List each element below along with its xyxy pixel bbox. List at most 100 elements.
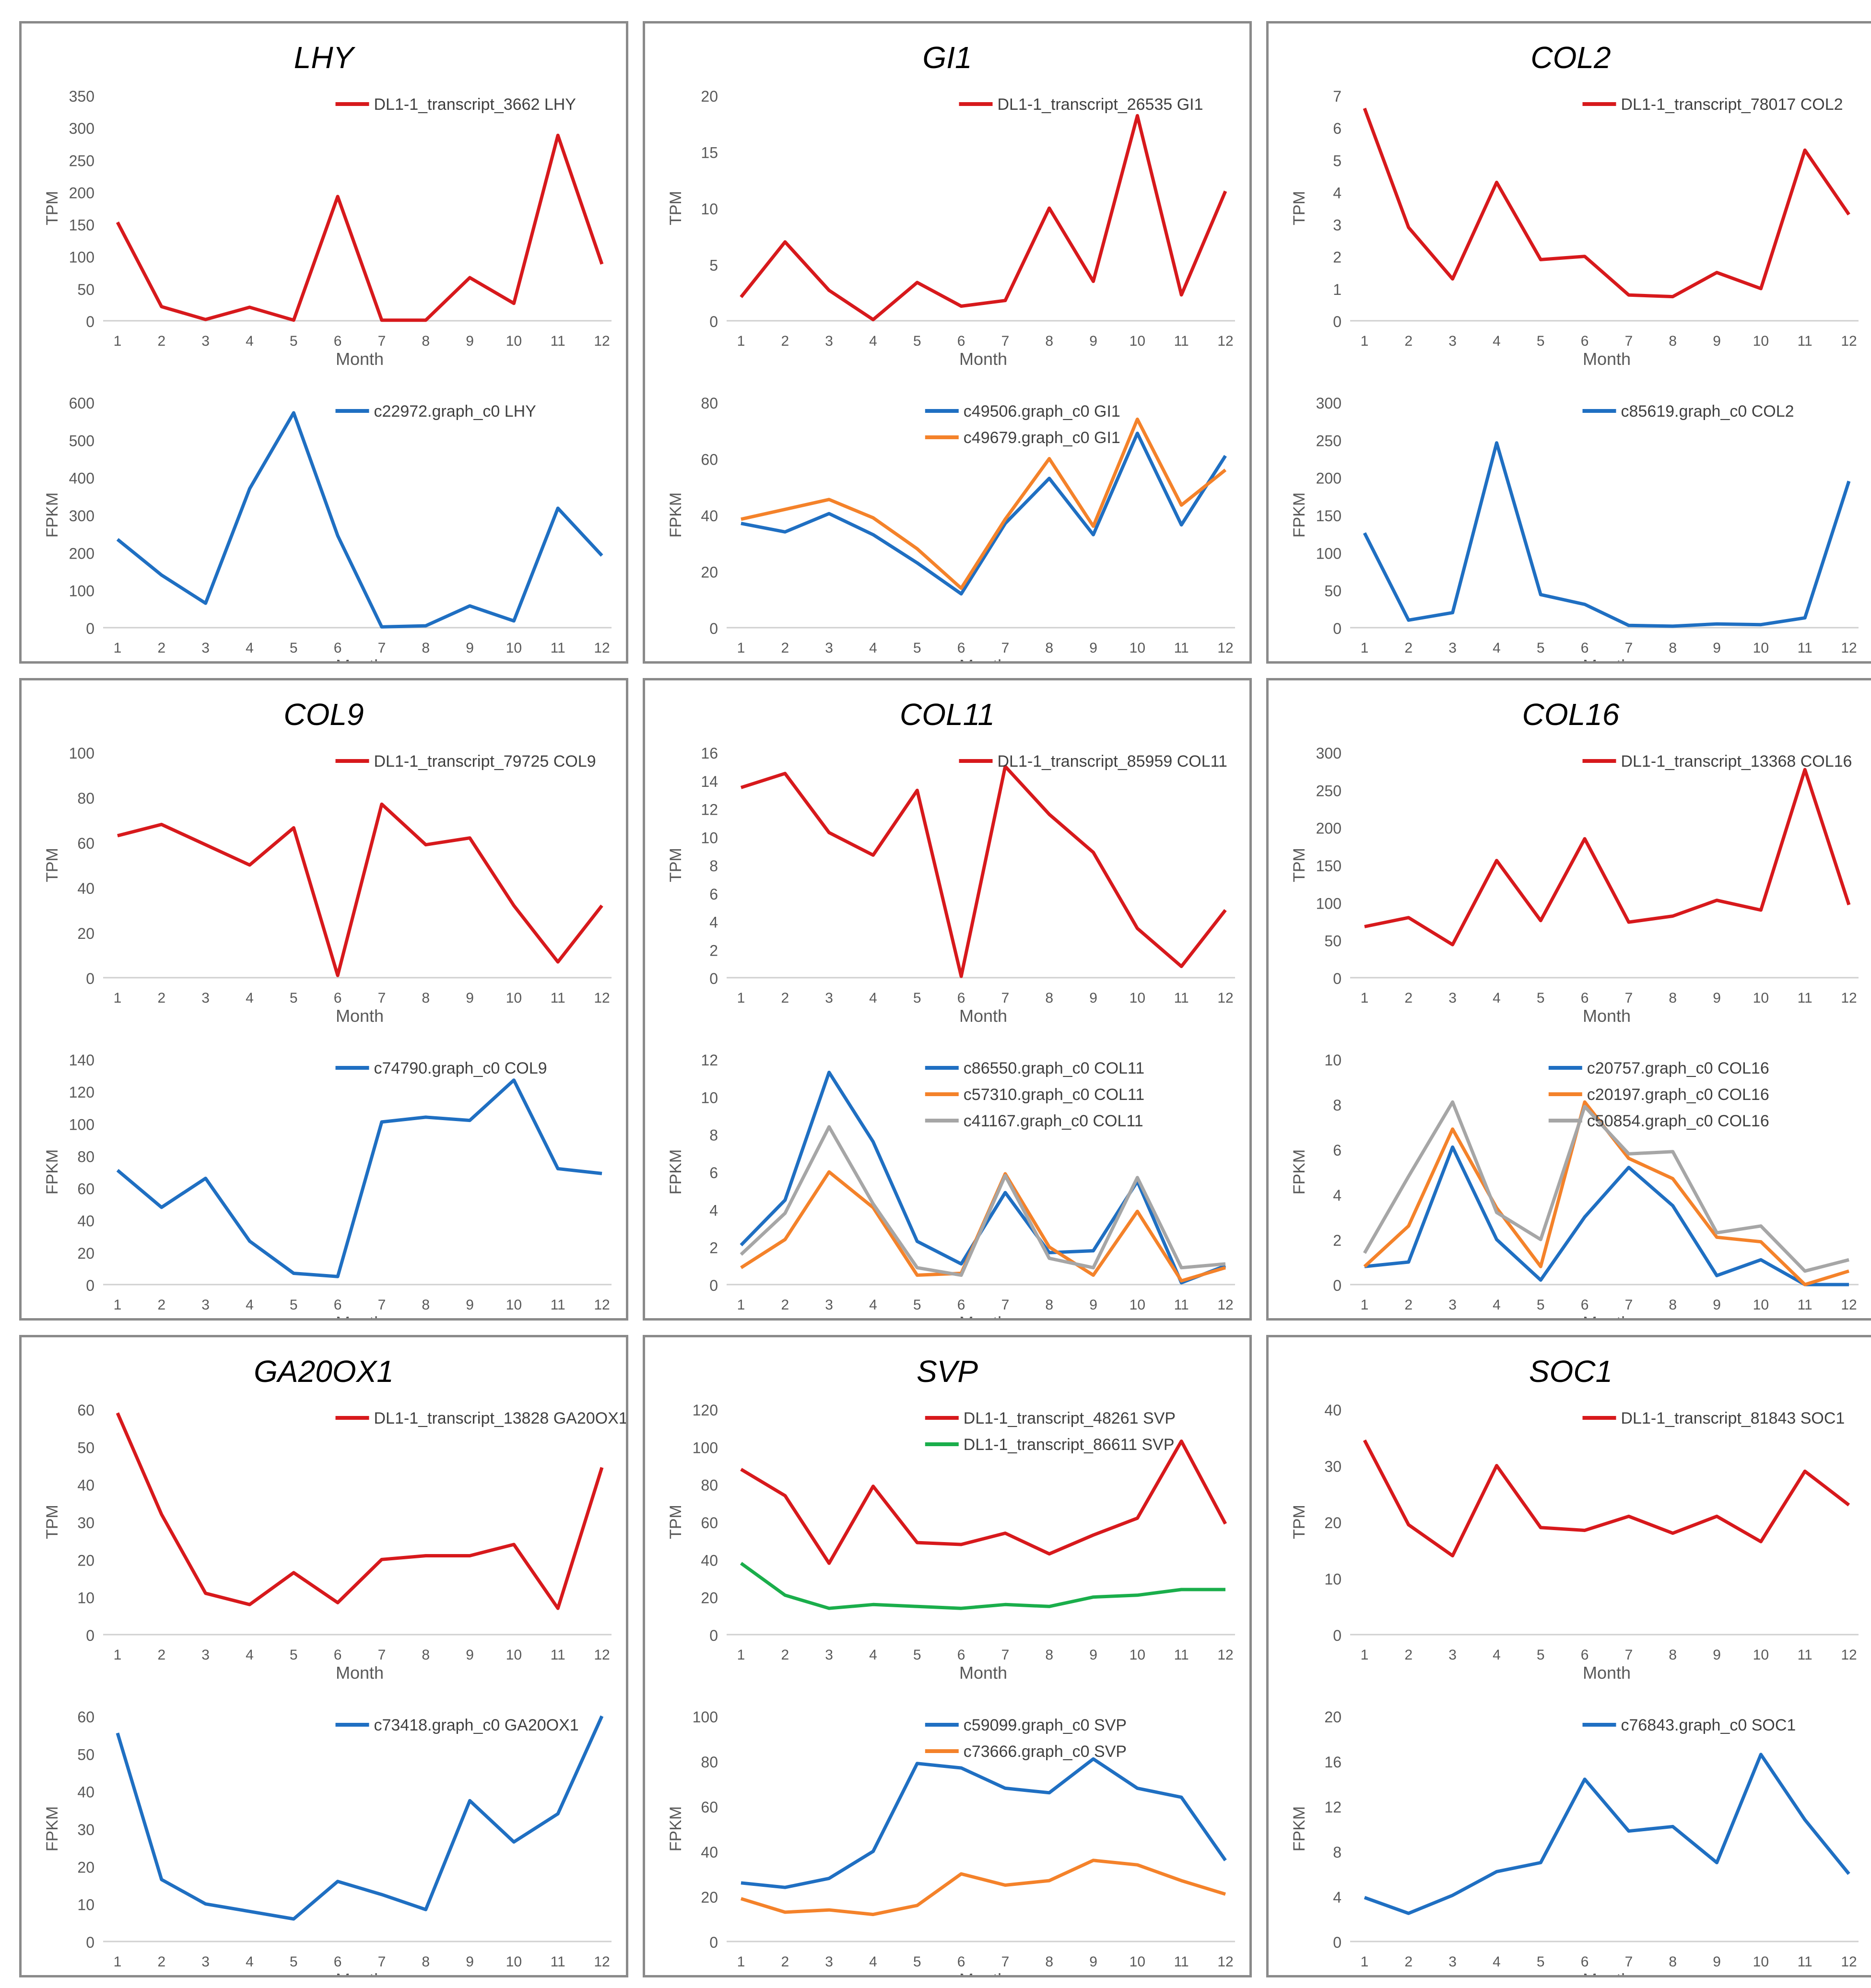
y-tick-label: 300 <box>1316 745 1341 762</box>
y-tick-label: 0 <box>1333 1627 1341 1644</box>
y-tick-label: 2 <box>1333 1232 1341 1249</box>
y-tick-label: 10 <box>701 829 718 846</box>
series-line-red <box>116 1412 604 1610</box>
x-tick-label: 3 <box>1448 1954 1457 1970</box>
series-line-red <box>740 764 1227 978</box>
y-tick-label: 40 <box>77 1213 94 1230</box>
x-tick-label: 10 <box>506 640 522 656</box>
x-tick-label: 8 <box>422 990 430 1006</box>
y-tick-label: 40 <box>77 1784 94 1801</box>
x-tick-label: 8 <box>1045 990 1053 1006</box>
x-tick-label: 4 <box>1493 333 1501 349</box>
y-tick-label: 100 <box>69 745 94 762</box>
y-tick-label: 6 <box>709 1164 718 1181</box>
x-tick-label: 8 <box>1045 1954 1053 1970</box>
x-tick-label: 1 <box>1361 1647 1369 1663</box>
x-tick-label: 3 <box>825 990 833 1006</box>
y-tick-label: 0 <box>86 1627 94 1644</box>
y-tick-label: 300 <box>1316 395 1341 412</box>
y-tick-label: 300 <box>69 120 94 137</box>
y-tick-label: 40 <box>701 1552 718 1569</box>
x-tick-label: 7 <box>1001 1954 1010 1970</box>
x-tick-label: 9 <box>1713 1954 1721 1970</box>
y-tick-label: 80 <box>701 1477 718 1494</box>
x-tick-label: 4 <box>869 1297 877 1313</box>
x-tick-label: 11 <box>551 1297 565 1313</box>
y-axis-label: FPKM <box>43 1149 61 1194</box>
fpkm-chart: 024681012123456789101112MonthFPKMc86550.… <box>667 1052 1235 1318</box>
x-tick-label: 2 <box>781 640 789 656</box>
y-tick-label: 80 <box>77 790 94 807</box>
series-line-red <box>740 114 1227 322</box>
x-tick-label: 5 <box>290 333 298 349</box>
y-tick-label: 10 <box>701 1089 718 1106</box>
y-tick-label: 100 <box>693 1708 718 1726</box>
x-tick-label: 1 <box>737 1647 745 1663</box>
legend-entry: DL1-1_transcript_13828 GA20OX1 <box>374 1409 626 1427</box>
x-tick-label: 12 <box>594 990 610 1006</box>
x-tick-label: 9 <box>1713 1297 1721 1313</box>
y-tick-label: 60 <box>77 1181 94 1198</box>
x-tick-label: 8 <box>422 1647 430 1663</box>
y-tick-label: 2 <box>709 1240 718 1257</box>
legend-entry: c49506.graph_c0 GI1 <box>964 402 1120 421</box>
y-tick-label: 16 <box>1324 1754 1341 1771</box>
x-tick-label: 9 <box>1089 1297 1097 1313</box>
x-tick-label: 12 <box>1841 1954 1857 1970</box>
x-tick-label: 4 <box>869 333 877 349</box>
y-tick-label: 2 <box>709 942 718 959</box>
x-tick-label: 10 <box>1753 640 1769 656</box>
legend-entry: DL1-1_transcript_81843 SOC1 <box>1621 1409 1845 1427</box>
x-tick-label: 5 <box>290 1647 298 1663</box>
y-axis-label: FPKM <box>1290 492 1308 538</box>
x-tick-label: 7 <box>378 990 386 1006</box>
x-tick-label: 11 <box>551 990 565 1006</box>
x-tick-label: 9 <box>1089 640 1097 656</box>
legend-entry: c57310.graph_c0 COL11 <box>964 1086 1144 1104</box>
y-tick-label: 0 <box>1333 1277 1341 1294</box>
y-tick-label: 2 <box>1333 249 1341 266</box>
x-tick-label: 1 <box>1361 1954 1369 1970</box>
x-tick-label: 4 <box>246 333 254 349</box>
x-axis-label: Month <box>1583 1663 1631 1683</box>
x-tick-label: 6 <box>957 1647 965 1663</box>
y-axis-label: TPM <box>1290 191 1308 225</box>
x-tick-label: 3 <box>1448 333 1457 349</box>
y-tick-label: 0 <box>1333 620 1341 637</box>
x-tick-label: 7 <box>1625 1647 1633 1663</box>
panel-col11: COL11 0 2 4 6 8 10 12 14 16 1 2 3 4 5 6 7 8 9 10 11 12 Month TP… <box>643 678 1252 1321</box>
y-tick-label: 80 <box>701 1754 718 1771</box>
x-tick-label: 1 <box>737 333 745 349</box>
series-line-red <box>1364 768 1851 947</box>
y-axis-label: TPM <box>43 191 61 225</box>
x-tick-label: 5 <box>913 1297 921 1313</box>
x-tick-label: 10 <box>1753 1647 1769 1663</box>
y-tick-label: 50 <box>1324 933 1341 950</box>
y-tick-label: 7 <box>1333 88 1341 105</box>
x-tick-label: 10 <box>1753 1297 1769 1313</box>
x-tick-label: 5 <box>1537 333 1545 349</box>
fpkm-chart: 0100200300400500600123456789101112MonthF… <box>43 395 612 661</box>
series-line-blue <box>116 1715 604 1921</box>
y-tick-label: 250 <box>1316 782 1341 799</box>
fpkm-chart: 020406080100120140123456789101112MonthFP… <box>43 1052 612 1318</box>
y-tick-label: 400 <box>69 470 94 487</box>
x-tick-label: 1 <box>114 333 122 349</box>
x-axis-label: Month <box>336 349 384 369</box>
x-tick-label: 2 <box>781 1954 789 1970</box>
x-axis-label: Month <box>959 349 1007 369</box>
x-tick-label: 8 <box>422 1297 430 1313</box>
x-tick-label: 7 <box>378 1297 386 1313</box>
x-tick-label: 3 <box>825 333 833 349</box>
y-tick-label: 100 <box>1316 545 1341 562</box>
y-tick-label: 4 <box>709 1202 718 1219</box>
x-tick-label: 12 <box>1841 1297 1857 1313</box>
x-tick-label: 6 <box>1581 1297 1589 1313</box>
y-tick-label: 0 <box>709 970 718 987</box>
y-tick-label: 40 <box>77 1477 94 1494</box>
y-axis-label: FPKM <box>667 1806 685 1851</box>
x-tick-label: 3 <box>1448 1297 1457 1313</box>
y-axis-label: TPM <box>1290 848 1308 882</box>
